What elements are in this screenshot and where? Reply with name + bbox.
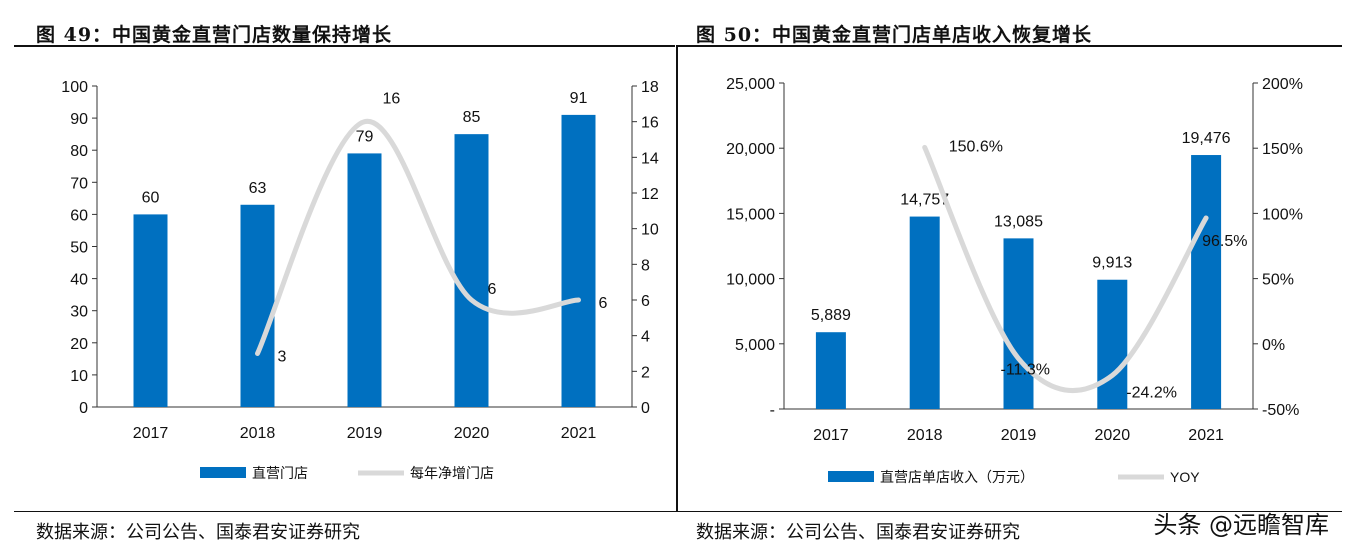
bar-value-label: 63	[249, 180, 267, 197]
line-value-label: 3	[278, 349, 287, 366]
left-tick-label: 60	[70, 207, 88, 224]
left-tick-label: 40	[70, 272, 88, 289]
bar-value-label: 9,913	[1092, 255, 1132, 272]
watermark: 头条 @远瞻智库	[1153, 511, 1329, 539]
right-tick-label: 18	[641, 79, 659, 96]
right-tick-label: 50%	[1262, 272, 1294, 289]
x-tick-label: 2019	[1001, 427, 1037, 444]
line-value-label: -11.3%	[1001, 362, 1051, 379]
bar	[347, 153, 382, 407]
line-value-label: 16	[383, 91, 401, 108]
right-tick-label: -50%	[1262, 402, 1299, 419]
left-tick-label: 0	[79, 400, 88, 417]
title-rule-right	[678, 45, 1342, 47]
right-tick-label: 4	[641, 329, 650, 346]
left-tick-label: 10,000	[726, 272, 775, 289]
left-tick-label: 15,000	[726, 206, 775, 223]
bar-value-label: 13,085	[994, 213, 1043, 230]
bar	[133, 214, 168, 407]
line-value-label: 150.6%	[949, 138, 1003, 155]
bar	[561, 114, 596, 407]
left-tick-label: 5,000	[735, 337, 775, 354]
x-tick-label: 2018	[907, 427, 943, 444]
right-tick-label: 100%	[1262, 206, 1303, 223]
left-tick-label: 50	[70, 240, 88, 257]
legend-line-label: YOY	[1170, 469, 1200, 485]
source-note-left: 数据来源：公司公告、国泰君安证券研究	[36, 522, 360, 543]
store-count-chart: 0 10 20 30 40 50 60 70 80 90 100 0 2 4 6 8 10 12 14 16 18 201…	[61, 79, 659, 481]
right-tick-label: 150%	[1262, 141, 1303, 158]
left-tick-label: 80	[70, 143, 88, 160]
chart-title-50: 图 50：中国黄金直营门店单店收入恢复增长	[696, 24, 1093, 46]
right-tick-label: 12	[641, 186, 659, 203]
right-tick-label: 6	[641, 293, 650, 310]
left-tick-label: 90	[70, 111, 88, 128]
left-tick-label: 20,000	[726, 141, 775, 158]
bar	[454, 134, 489, 407]
bar	[1097, 279, 1128, 409]
legend-bar-label: 直营门店	[252, 465, 308, 481]
bar	[1191, 155, 1222, 409]
line-value-label: 6	[488, 281, 497, 298]
source-note-right: 数据来源：公司公告、国泰君安证券研究	[696, 522, 1020, 543]
legend-bar-label: 直营店单店收入（万元）	[880, 469, 1034, 485]
right-tick-label: 200%	[1262, 76, 1303, 93]
panel-divider	[676, 45, 678, 511]
bar-value-label: 85	[463, 109, 481, 126]
x-tick-label: 2021	[1188, 427, 1224, 444]
line-value-label: 6	[599, 295, 608, 312]
legend-bar-swatch	[200, 467, 246, 478]
left-tick-label: 25,000	[726, 76, 775, 93]
store-revenue-chart: - 5,000 10,000 15,000 20,000 25,000 -50% 0% 50% 1…	[726, 76, 1303, 485]
line-value-label: -24.2%	[1126, 384, 1177, 401]
title-rule-left	[14, 45, 675, 47]
left-tick-label: 10	[70, 368, 88, 385]
bar	[815, 332, 846, 409]
growth-line	[255, 119, 581, 356]
left-tick-label: 70	[70, 175, 88, 192]
left-tick-label: 100	[61, 79, 88, 96]
chart-title-49: 图 49：中国黄金直营门店数量保持增长	[36, 24, 393, 46]
bar-value-label: 79	[356, 128, 374, 145]
bar-value-label: 14,757	[900, 192, 949, 209]
x-tick-label: 2017	[133, 425, 169, 442]
left-tick-label: 30	[70, 304, 88, 321]
right-tick-label: 8	[641, 257, 650, 274]
bar	[1003, 238, 1034, 409]
right-tick-label: 0%	[1262, 337, 1285, 354]
x-tick-label: 2017	[813, 427, 849, 444]
right-tick-label: 10	[641, 222, 659, 239]
x-tick-label: 2020	[1095, 427, 1131, 444]
bar-value-label: 19,476	[1182, 130, 1231, 147]
bar-value-label: 5,889	[811, 307, 851, 324]
x-tick-label: 2021	[561, 425, 597, 442]
left-tick-label: 20	[70, 336, 88, 353]
right-tick-label: 14	[641, 150, 659, 167]
line-value-label: 96.5%	[1202, 233, 1247, 250]
right-tick-label: 2	[641, 364, 650, 381]
left-tick-label: -	[770, 402, 775, 419]
bar	[909, 216, 940, 409]
bar-value-label: 60	[142, 189, 160, 206]
growth-line	[922, 144, 1209, 393]
x-tick-label: 2020	[454, 425, 490, 442]
legend-line-label: 每年净增门店	[410, 465, 494, 481]
x-tick-label: 2019	[347, 425, 383, 442]
legend-bar-swatch	[828, 471, 874, 482]
x-tick-label: 2018	[240, 425, 276, 442]
bottom-rule	[14, 511, 1342, 512]
right-tick-label: 0	[641, 400, 650, 417]
bar-value-label: 91	[570, 90, 588, 107]
bar	[240, 204, 275, 407]
right-tick-label: 16	[641, 115, 659, 132]
